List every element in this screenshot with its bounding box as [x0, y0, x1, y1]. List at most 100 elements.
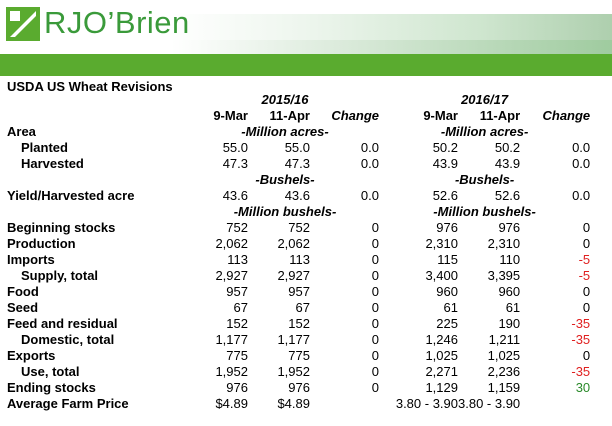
table-cell: 43.6 — [222, 188, 248, 203]
table-cell: 2,310 — [487, 236, 521, 251]
col-header: 9-Mar — [423, 108, 458, 123]
table-cell: 775 — [288, 348, 310, 363]
table-cell: 1,952 — [277, 364, 310, 379]
revisions-table: 2015/16 2016/17 9-Mar 11-Apr Change 9-Ma… — [0, 92, 590, 412]
table-cell: 0 — [582, 236, 591, 251]
table-row: Planted 55.0 55.0 0.0 50.2 50.2 0.0 — [0, 140, 590, 156]
row-label: Ending stocks — [7, 380, 96, 395]
table-row: Imports 113 113 0 115 110 -5 — [0, 252, 590, 268]
row-label: Beginning stocks — [7, 220, 116, 235]
table-cell: 1,211 — [488, 332, 521, 347]
table-cell: 67 — [295, 300, 310, 315]
table-row: Seed 67 67 0 61 61 0 — [0, 300, 590, 316]
table-cell — [520, 396, 590, 412]
table-cell: 0 — [371, 284, 379, 299]
row-label: Yield/Harvested acre — [7, 188, 135, 203]
table-cell: 2,271 — [425, 364, 458, 379]
table-cell: 0.0 — [360, 156, 379, 171]
table-cell: 0 — [371, 364, 379, 379]
table-cell: 0.0 — [572, 156, 591, 171]
table-row: Beginning stocks 752 752 0 976 976 0 — [0, 220, 590, 236]
row-label — [0, 172, 191, 188]
table-cell: 3,400 — [425, 268, 458, 283]
table-cell: 225 — [436, 316, 458, 331]
brand-name: RJO’Brien — [44, 5, 190, 40]
table-cell: 52.6 — [432, 188, 458, 203]
col-header: Change — [331, 108, 379, 123]
column-header-row: 9-Mar 11-Apr Change 9-Mar 11-Apr Change — [0, 108, 590, 124]
green-bar — [0, 54, 612, 76]
page-title: USDA US Wheat Revisions — [7, 79, 173, 94]
row-label: Seed — [7, 300, 39, 315]
table-cell: 960 — [498, 284, 521, 299]
table-cell: 0 — [371, 380, 379, 395]
table-cell: 55.0 — [284, 140, 310, 155]
table-cell: 0 — [582, 220, 591, 235]
table-cell: 1,025 — [425, 348, 458, 363]
row-label: Production — [7, 236, 76, 251]
table-cell: 43.6 — [284, 188, 310, 203]
row-label: Planted — [21, 140, 68, 155]
table-cell: 152 — [226, 316, 248, 331]
row-label: Domestic, total — [21, 332, 115, 347]
table-cell: 113 — [227, 252, 248, 267]
table-cell: 1,177 — [277, 332, 310, 347]
table-cell: 1,025 — [487, 348, 521, 363]
table-cell: 775 — [226, 348, 248, 363]
table-cell: 976 — [498, 220, 521, 235]
row-label: Harvested — [21, 156, 84, 171]
table-cell: 2,927 — [215, 268, 248, 283]
table-row: Production 2,062 2,062 0 2,310 2,310 0 — [0, 236, 590, 252]
table-row: Use, total 1,952 1,952 0 2,271 2,236 -35 — [0, 364, 590, 380]
table-cell: -5 — [578, 268, 591, 283]
table-row: Supply, total 2,927 2,927 0 3,400 3,395 -5 — [0, 268, 590, 284]
table-cell: 0 — [371, 220, 379, 235]
table-cell: 43.9 — [432, 156, 458, 171]
table-cell: 52.6 — [494, 188, 521, 203]
table-cell: 752 — [226, 220, 248, 235]
col-header: 11-Apr — [269, 108, 310, 123]
header-gradient-lower — [0, 40, 612, 54]
row-label: Supply, total — [21, 268, 99, 283]
unit-label: -Million acres- — [440, 124, 529, 139]
table-row: Harvested 47.3 47.3 0.0 43.9 43.9 0.0 — [0, 156, 590, 172]
table-cell: 0 — [371, 300, 379, 315]
table-cell: 115 — [437, 252, 458, 267]
table-cell: 190 — [498, 316, 521, 331]
col-header: 11-Apr — [479, 108, 521, 123]
table-cell: 2,062 — [277, 236, 310, 251]
period-header-row: 2015/16 2016/17 — [0, 92, 590, 108]
table-cell: 61 — [505, 300, 521, 315]
table-cell: 50.2 — [432, 140, 458, 155]
table-cell — [310, 396, 379, 412]
row-label: Food — [7, 284, 39, 299]
table-cell: 0 — [371, 252, 379, 267]
table-cell: 1,952 — [215, 364, 248, 379]
table-row: -Million bushels- -Million bushels- — [0, 204, 590, 220]
table-cell: 2,927 — [277, 268, 310, 283]
table-cell: 976 — [288, 380, 310, 395]
table-cell: 976 — [436, 220, 458, 235]
unit-label: -Million acres- — [241, 124, 329, 139]
table-cell: 43.9 — [494, 156, 521, 171]
table-cell: 113 — [289, 252, 310, 267]
table-cell: 61 — [443, 300, 458, 315]
table-cell: 957 — [226, 284, 248, 299]
table-cell: -35 — [571, 316, 591, 331]
table-cell: 0 — [582, 300, 591, 315]
table-cell: 0 — [371, 236, 379, 251]
table-row: Average Farm Price $4.89 $4.89 3.80 - 3.90 3… — [0, 396, 590, 412]
table-cell: 110 — [499, 252, 521, 267]
table-cell: 3.80 - 3.90 — [395, 396, 458, 411]
row-label: Use, total — [21, 364, 80, 379]
table-cell: $4.89 — [215, 396, 248, 411]
table-row: Feed and residual 152 152 0 225 190 -35 — [0, 316, 590, 332]
table-row: Food 957 957 0 960 960 0 — [0, 284, 590, 300]
table-cell: 1,246 — [425, 332, 458, 347]
col-header: 9-Mar — [213, 108, 248, 123]
table-cell: 960 — [436, 284, 458, 299]
table-cell: 0 — [582, 284, 591, 299]
table-cell: 3,395 — [487, 268, 521, 283]
table-row: Ending stocks 976 976 0 1,129 1,159 30 — [0, 380, 590, 396]
unit-label: -Bushels- — [454, 172, 515, 187]
